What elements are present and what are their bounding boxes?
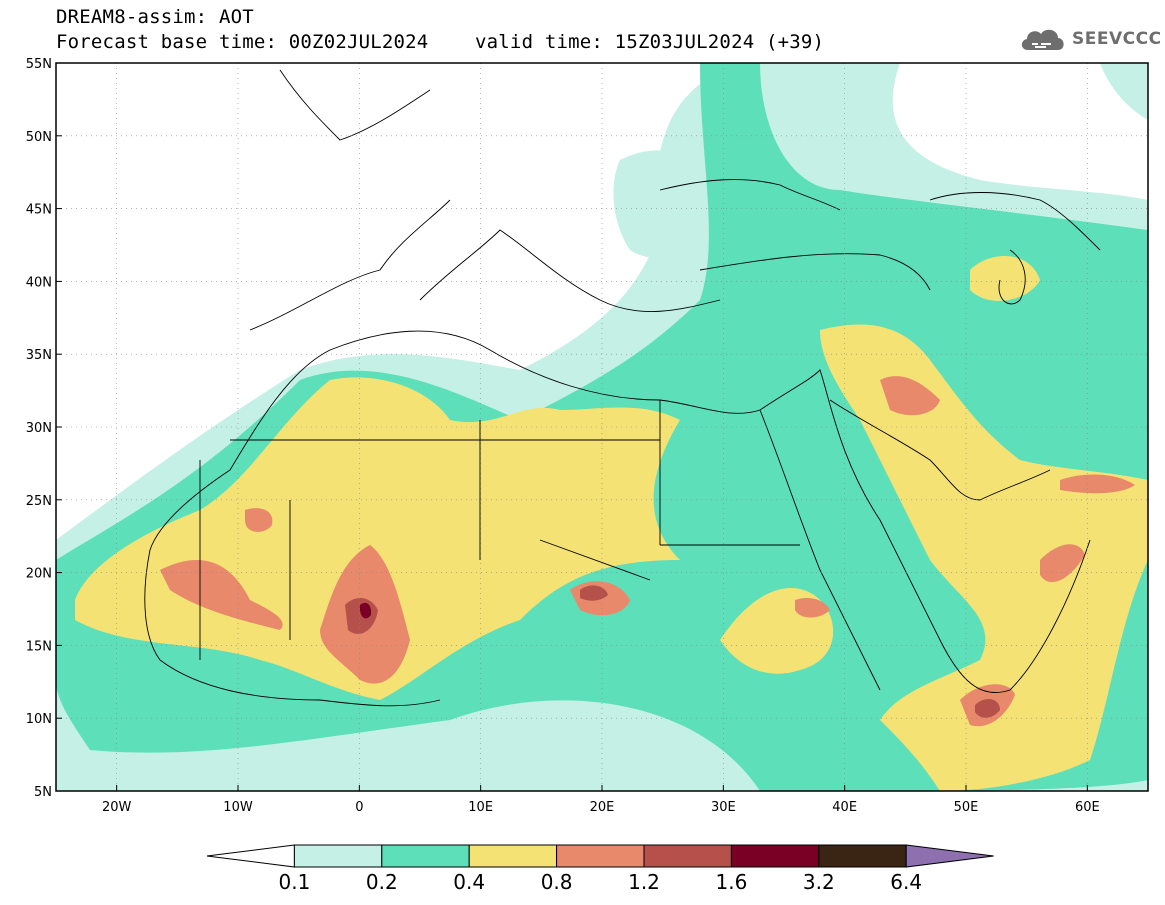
colorbar-segment bbox=[293, 844, 383, 868]
colorbar-segment bbox=[556, 844, 645, 868]
lat-label: 30N bbox=[26, 421, 52, 436]
aot-contour-1.6 bbox=[359, 602, 372, 619]
colorbar-segment bbox=[818, 844, 907, 868]
lat-lon-grid bbox=[56, 63, 1148, 791]
colorbar-segment bbox=[468, 844, 558, 868]
colorbar-segment bbox=[643, 844, 732, 868]
lat-label: 45N bbox=[26, 203, 52, 218]
seevccc-logo: SEEVCCC bbox=[1018, 24, 1162, 54]
lat-label: 40N bbox=[26, 275, 52, 290]
cloud-icon bbox=[1021, 29, 1064, 50]
lon-label: 10E bbox=[468, 800, 493, 815]
lat-label: 15N bbox=[26, 639, 52, 654]
map-title: DREAM8-assim: AOT bbox=[56, 6, 254, 28]
lon-label: 10W bbox=[223, 800, 253, 815]
colorbar-label: 0.2 bbox=[366, 870, 398, 894]
lon-label: 0 bbox=[355, 800, 363, 815]
colorbar-label: 0.1 bbox=[278, 870, 310, 894]
aot-contour-0.8 bbox=[160, 376, 1135, 727]
lon-label: 20E bbox=[590, 800, 615, 815]
colorbar-label: 3.2 bbox=[803, 870, 835, 894]
colorbar-segment bbox=[730, 844, 820, 868]
logo-text: SEEVCCC bbox=[1072, 29, 1162, 49]
colorbar-label: 0.8 bbox=[541, 870, 573, 894]
latitude-labels: 55N 50N 45N 40N 35N 30N 25N 20N 15N 10N 5N bbox=[26, 57, 52, 800]
colorbar-label: 1.6 bbox=[715, 870, 747, 894]
lat-label: 35N bbox=[26, 348, 52, 363]
colorbar-label: 0.4 bbox=[453, 870, 485, 894]
lon-label: 40E bbox=[832, 800, 857, 815]
colorbar-label: 6.4 bbox=[890, 870, 922, 894]
lon-label: 50E bbox=[954, 800, 979, 815]
lat-label: 55N bbox=[26, 57, 52, 72]
longitude-labels: 20W 10W 0 10E 20E 30E 40E 50E 60E bbox=[102, 800, 1100, 815]
colorbar-label: 1.2 bbox=[628, 870, 660, 894]
lon-label: 60E bbox=[1075, 800, 1100, 815]
colorbar-max-arrow bbox=[905, 844, 994, 868]
lat-label: 10N bbox=[26, 712, 52, 727]
lon-label: 20W bbox=[102, 800, 132, 815]
colorbar: 0.1 0.2 0.4 0.8 1.2 1.6 3.2 6.4 bbox=[206, 844, 994, 894]
lat-label: 25N bbox=[26, 494, 52, 509]
lat-label: 20N bbox=[26, 567, 52, 582]
coastlines bbox=[144, 69, 1101, 707]
colorbar-min-arrow bbox=[206, 844, 295, 868]
lat-label: 50N bbox=[26, 130, 52, 145]
colorbar-segment bbox=[381, 844, 470, 868]
base-time-label: Forecast base time: 00Z02JUL2024 bbox=[56, 31, 429, 53]
forecast-time-line: Forecast base time: 00Z02JUL2024 valid t… bbox=[56, 31, 824, 53]
valid-time-label: valid time: 15Z03JUL2024 (+39) bbox=[475, 31, 825, 53]
axis-ticks bbox=[56, 62, 1088, 792]
lat-label: 5N bbox=[34, 785, 52, 800]
lon-label: 30E bbox=[711, 800, 736, 815]
